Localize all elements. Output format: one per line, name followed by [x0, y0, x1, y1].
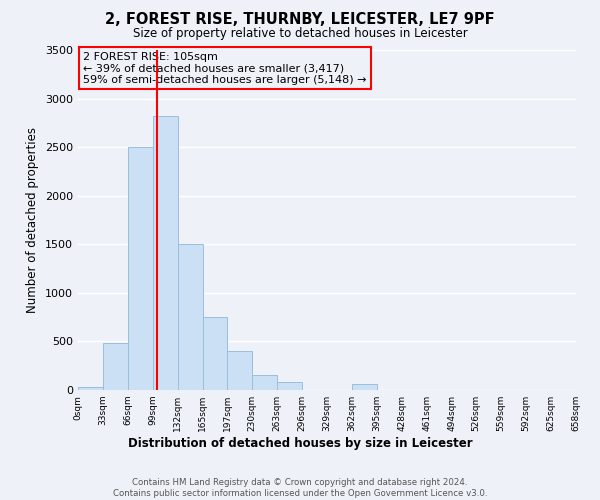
- Y-axis label: Number of detached properties: Number of detached properties: [26, 127, 40, 313]
- Bar: [277, 382, 302, 390]
- Bar: [203, 317, 227, 390]
- Bar: [252, 376, 277, 390]
- Text: Contains HM Land Registry data © Crown copyright and database right 2024.
Contai: Contains HM Land Registry data © Crown c…: [113, 478, 487, 498]
- Text: 2, FOREST RISE, THURNBY, LEICESTER, LE7 9PF: 2, FOREST RISE, THURNBY, LEICESTER, LE7 …: [105, 12, 495, 28]
- Text: Size of property relative to detached houses in Leicester: Size of property relative to detached ho…: [133, 28, 467, 40]
- Bar: [227, 351, 252, 390]
- Bar: [153, 116, 178, 390]
- Bar: [103, 344, 128, 390]
- Bar: [178, 244, 203, 390]
- Bar: [128, 147, 153, 390]
- Bar: [78, 387, 103, 390]
- Bar: [352, 384, 377, 390]
- Text: Distribution of detached houses by size in Leicester: Distribution of detached houses by size …: [128, 438, 472, 450]
- Text: 2 FOREST RISE: 105sqm
← 39% of detached houses are smaller (3,417)
59% of semi-d: 2 FOREST RISE: 105sqm ← 39% of detached …: [83, 52, 367, 85]
